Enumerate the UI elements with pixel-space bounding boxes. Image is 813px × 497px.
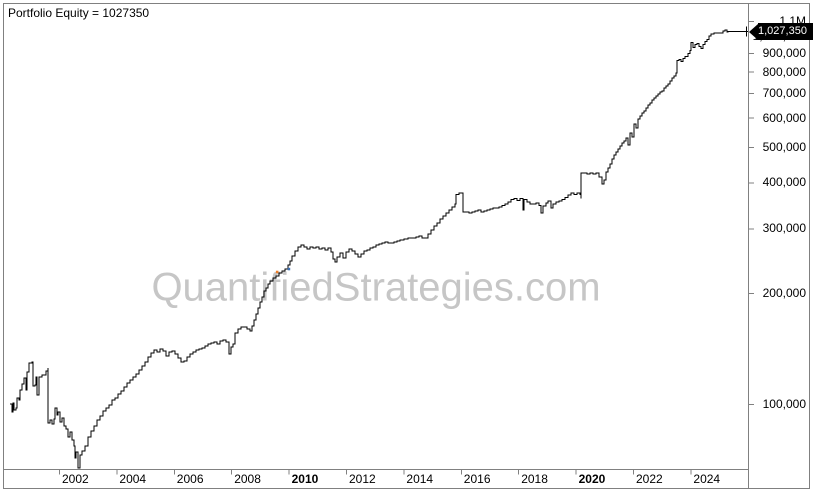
y-axis-label: 200,000 xyxy=(762,286,806,301)
watermark: QuantifiedStrategies.com xyxy=(151,265,601,310)
x-axis-label: 2022 xyxy=(636,472,663,486)
x-axis-label: 2024 xyxy=(693,472,721,486)
x-axis-label: 2002 xyxy=(62,472,89,486)
axis-ticks xyxy=(59,20,754,475)
trade-marker-icon xyxy=(275,270,279,274)
equity-curve xyxy=(9,29,748,469)
price-tag: 1,027,350 xyxy=(749,23,813,41)
chart-frame xyxy=(3,3,810,489)
x-axis-label: 2004 xyxy=(119,472,147,486)
trade-marker-icon xyxy=(287,267,291,271)
date-axis-area[interactable] xyxy=(3,470,748,488)
price-axis-area[interactable] xyxy=(749,3,809,469)
y-axis-label: 500,000 xyxy=(762,139,806,154)
y-axis-label: 800,000 xyxy=(762,64,806,79)
y-axis-label: 300,000 xyxy=(762,221,806,236)
x-axis-label: 2008 xyxy=(234,472,261,486)
x-axis-label: 2020 xyxy=(578,472,606,486)
y-axis-label: 100,000 xyxy=(762,397,806,411)
x-axis-label: 2016 xyxy=(463,472,491,486)
x-axis-label: 2006 xyxy=(176,472,204,486)
y-axis-label: 700,000 xyxy=(762,86,806,100)
plot-area[interactable] xyxy=(3,3,748,469)
y-axis-label: 400,000 xyxy=(762,175,806,190)
x-axis-label: 2018 xyxy=(521,472,548,486)
x-axis-label: 2010 xyxy=(291,472,319,486)
x-axis-label: 2012 xyxy=(349,472,376,486)
price-tag-label: 1,027,350 xyxy=(758,23,813,41)
y-axis-label: 900,000 xyxy=(762,45,806,60)
chart-title: Portfolio Equity = 1027350 xyxy=(8,6,150,20)
trade-markers xyxy=(275,267,291,274)
y-axis-label: 600,000 xyxy=(762,110,806,125)
price-tag-arrow-icon xyxy=(749,23,758,40)
x-axis-label: 2014 xyxy=(406,472,434,486)
